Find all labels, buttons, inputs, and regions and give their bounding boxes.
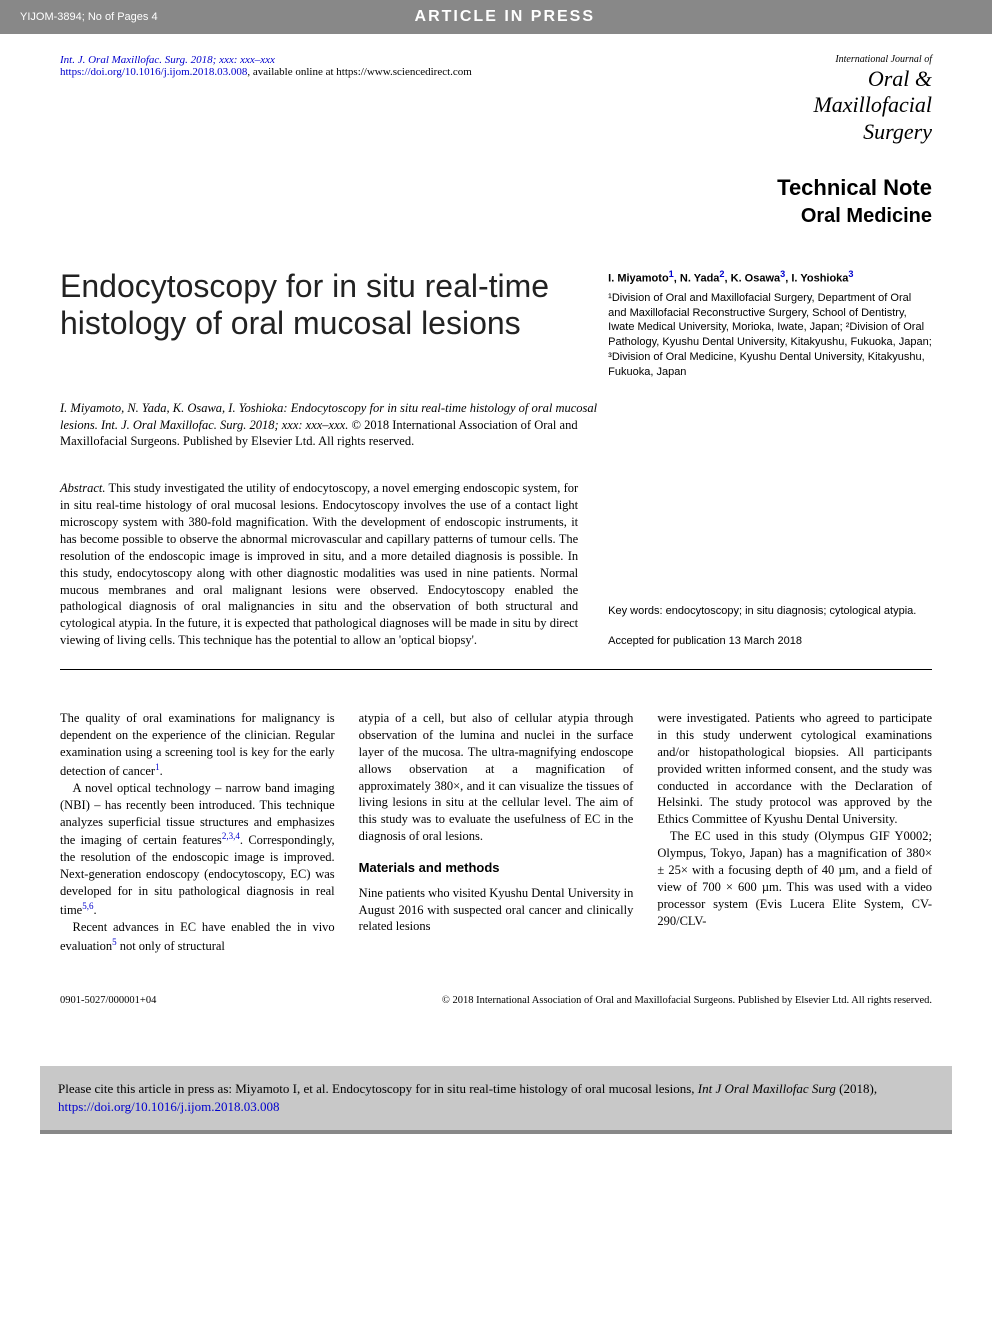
logo-line-3: Maxillofacial [813,92,932,118]
paragraph: were investigated. Patients who agreed t… [657,710,932,828]
paragraph: The quality of oral examinations for mal… [60,710,335,780]
section-label: Technical Note Oral Medicine [60,175,932,228]
banner-text: ARTICLE IN PRESS [415,8,595,26]
citebox-journal: Int J Oral Maxillofac Surg [698,1081,836,1096]
body-text: The quality of oral examinations for mal… [60,710,932,955]
citation-block: I. Miyamoto, N. Yada, K. Osawa, I. Yoshi… [60,400,620,451]
meta-row: Int. J. Oral Maxillofac. Surg. 2018; xxx… [60,54,932,145]
journal-reference: Int. J. Oral Maxillofac. Surg. 2018; xxx… [60,54,472,66]
title-column: Endocytoscopy for in situ real-time hist… [60,268,578,380]
page-footer: 0901-5027/000001+04 © 2018 International… [60,985,932,1006]
logo-line-1: International Journal of [813,54,932,66]
paragraph: A novel optical technology – narrow band… [60,780,335,919]
abstract-body: This study investigated the utility of e… [60,481,578,647]
title-row: Endocytoscopy for in situ real-time hist… [60,268,932,380]
article-in-press-banner: YIJOM-3894; No of Pages 4 ARTICLE IN PRE… [0,0,992,34]
abstract-label: Abstract. [60,481,105,495]
logo-line-4: Surgery [813,119,932,145]
doi-line: https://doi.org/10.1016/j.ijom.2018.03.0… [60,66,472,78]
doi-suffix: , available online at https://www.scienc… [247,66,471,78]
paragraph: Recent advances in EC have enabled the i… [60,919,335,955]
section-topic: Oral Medicine [60,205,932,228]
keywords-column: Key words: endocytoscopy; in situ diagno… [608,480,932,649]
ref-link[interactable]: 5,6 [82,901,93,911]
doi-link[interactable]: https://doi.org/10.1016/j.ijom.2018.03.0… [60,66,247,78]
accepted-date: Accepted for publication 13 March 2018 [608,634,932,649]
body-col-3: were investigated. Patients who agreed t… [657,710,932,955]
citebox-mid: (2018), [836,1081,877,1096]
paragraph: Nine patients who visited Kyushu Dental … [359,885,634,936]
author-affiliations: ¹Division of Oral and Maxillofacial Surg… [608,291,932,380]
abstract-row: Abstract. This study investigated the ut… [60,480,932,670]
ref-link[interactable]: 2,3,4 [222,831,240,841]
section-heading: Materials and methods [359,859,634,877]
logo-line-2: Oral & [813,66,932,92]
citebox-doi-link[interactable]: https://doi.org/10.1016/j.ijom.2018.03.0… [58,1099,280,1114]
footer-left: 0901-5027/000001+04 [60,995,156,1006]
citebox-pre: Please cite this article in press as: Mi… [58,1081,698,1096]
paragraph: The EC used in this study (Olympus GIF Y… [657,828,932,929]
please-cite-box: Please cite this article in press as: Mi… [40,1066,952,1134]
body-col-2: atypia of a cell, but also of cellular a… [359,710,634,955]
body-col-1: The quality of oral examinations for mal… [60,710,335,955]
authors-column: I. Miyamoto1, N. Yada2, K. Osawa3, I. Yo… [608,268,932,380]
article-title: Endocytoscopy for in situ real-time hist… [60,268,578,342]
section-type: Technical Note [60,175,932,201]
journal-logo: International Journal of Oral & Maxillof… [813,54,932,145]
author-names: I. Miyamoto1, N. Yada2, K. Osawa3, I. Yo… [608,268,932,287]
page-id: YIJOM-3894; No of Pages 4 [20,11,158,23]
paragraph: atypia of a cell, but also of cellular a… [359,710,634,845]
citation-meta: Int. J. Oral Maxillofac. Surg. 2018; xxx… [60,54,472,78]
page-content: Int. J. Oral Maxillofac. Surg. 2018; xxx… [0,34,992,1036]
keywords: Key words: endocytoscopy; in situ diagno… [608,604,932,619]
abstract-text: Abstract. This study investigated the ut… [60,480,578,649]
footer-right: © 2018 International Association of Oral… [442,995,932,1006]
